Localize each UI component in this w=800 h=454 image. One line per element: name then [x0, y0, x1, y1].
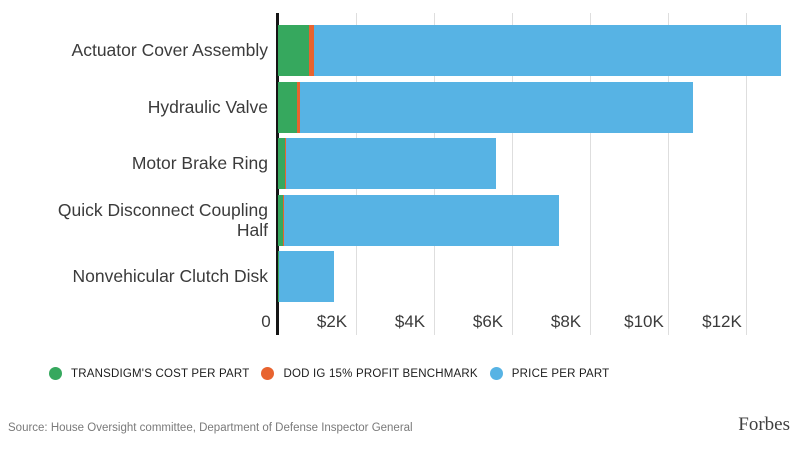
- bar-price-1: [278, 25, 782, 76]
- bar-price-5: [278, 251, 335, 302]
- bar-cost-2: [278, 81, 298, 133]
- bar-row-3: [278, 138, 798, 189]
- legend: TRANSDIGM'S COST PER PART DOD IG 15% PRO…: [49, 367, 609, 380]
- category-label-1: Actuator Cover Assembly: [71, 40, 268, 61]
- gridline-6k: [512, 13, 513, 335]
- bar-row-4: [278, 194, 798, 246]
- forbes-logo: Forbes: [738, 414, 790, 435]
- bar-price-3: [278, 138, 497, 189]
- bar-row-2: [278, 81, 798, 133]
- x-tick-10k: $10K: [624, 312, 664, 331]
- source-attribution: Source: House Oversight committee, Depar…: [8, 422, 413, 434]
- category-label-5: Nonvehicular Clutch Disk: [72, 266, 269, 287]
- bar-cost-1: [278, 25, 310, 76]
- bar-price-4: [278, 194, 559, 246]
- gridline-10k: [668, 13, 669, 335]
- benchmark-legend-dot-icon: [261, 367, 275, 380]
- gridline-12k: [746, 13, 747, 335]
- bar-cost-3: [278, 138, 286, 189]
- category-label-2: Hydraulic Valve: [147, 96, 268, 117]
- x-tick-6k: $6K: [472, 312, 504, 331]
- x-axis-tick-labels: 0 $2K $4K $6K $8K $10K $12K: [0, 312, 800, 334]
- x-tick-4k: $4K: [394, 312, 426, 331]
- cost-legend-dot-icon: [49, 367, 62, 380]
- y-axis-line: [276, 13, 279, 335]
- bar-price-2: [278, 81, 694, 133]
- bar-rows: [278, 25, 798, 302]
- price-legend-dot-icon: [489, 367, 503, 380]
- legend-label-cost: TRANSDIGM'S COST PER PART: [71, 367, 250, 380]
- legend-label-benchmark: DOD IG 15% PROFIT BENCHMARK: [283, 367, 478, 380]
- category-labels: Actuator Cover Assembly Hydraulic Valve Mo…: [38, 25, 268, 302]
- legend-item-benchmark: DOD IG 15% PROFIT BENCHMARK: [261, 367, 478, 380]
- gridline-8k: [590, 13, 591, 335]
- x-tick-2k: $2K: [316, 312, 348, 331]
- bar-cost-5: [278, 251, 280, 302]
- legend-item-cost: TRANSDIGM'S COST PER PART: [49, 367, 249, 380]
- category-label-4: Quick Disconnect Coupling Half: [57, 199, 268, 240]
- x-tick-8k: $8K: [550, 312, 582, 331]
- x-tick-12k: $12K: [702, 312, 742, 331]
- x-tick-0: 0: [261, 312, 271, 331]
- legend-label-price: PRICE PER PART: [511, 367, 610, 380]
- category-label-3: Motor Brake Ring: [131, 153, 268, 174]
- bar-row-1: [278, 25, 798, 76]
- bar-row-5: [278, 251, 798, 302]
- legend-item-price: PRICE PER PART: [489, 367, 610, 380]
- bar-cost-4: [278, 194, 284, 246]
